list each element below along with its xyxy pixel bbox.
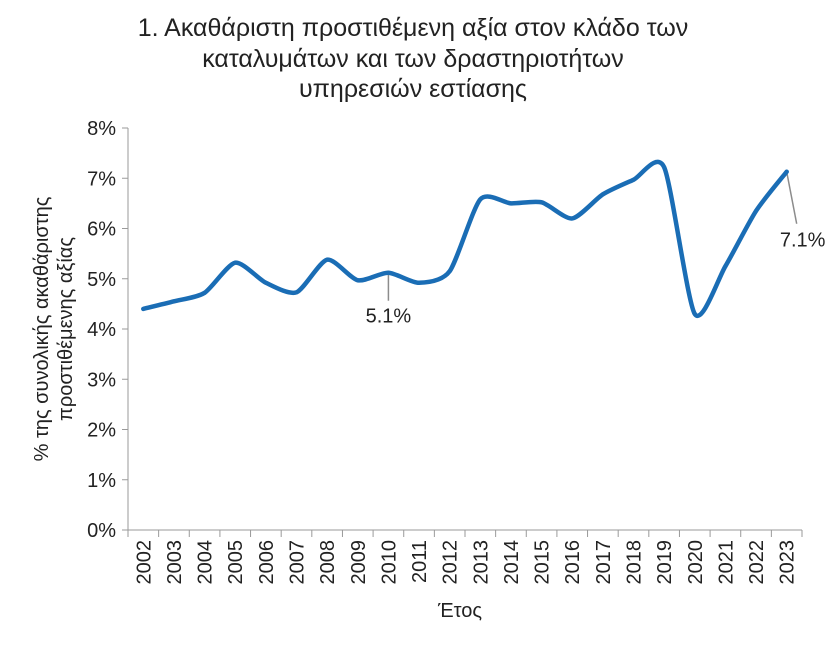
annotation-label: 7.1% (780, 230, 826, 252)
x-tick-label: 2017 (593, 540, 615, 585)
y-tick-label: 4% (87, 319, 116, 341)
x-tick-label: 2008 (317, 540, 339, 585)
x-tick-label: 2004 (195, 540, 217, 585)
x-tick-label: 2018 (624, 540, 646, 585)
y-tick-label: 3% (87, 369, 116, 391)
x-tick-label: 2007 (287, 540, 309, 585)
x-axis-title: Έτος (437, 600, 482, 622)
data-point (784, 169, 789, 174)
annotation-label: 5.1% (366, 306, 412, 328)
y-tick-label: 1% (87, 470, 116, 492)
data-point (723, 264, 728, 269)
data-point (600, 192, 605, 197)
chart-title-line-2: καταλυμάτων και των δραστηριοτήτων (202, 45, 624, 73)
annotation-leader (785, 171, 798, 224)
data-point (141, 306, 146, 311)
x-tick-label: 2015 (532, 540, 554, 585)
x-tick-label: 2006 (256, 540, 278, 585)
data-point (355, 278, 360, 283)
x-tick-label: 2002 (133, 540, 155, 585)
data-point (508, 201, 513, 206)
chart-title: 1. Ακαθάριστη προστιθέμενη αξία στον κλά… (138, 14, 689, 103)
data-point (631, 177, 636, 182)
x-tick-label: 2011 (409, 540, 431, 583)
x-tick-label: 2021 (715, 540, 737, 585)
data-point (417, 280, 422, 285)
x-tick-label: 2010 (378, 540, 400, 585)
x-tick-label: 2005 (225, 540, 247, 585)
x-tick-label: 2013 (470, 540, 492, 585)
data-point (570, 216, 575, 221)
x-tick-label: 2014 (501, 540, 523, 585)
y-tick-label: 2% (87, 420, 116, 442)
x-tick-label: 2012 (440, 540, 462, 585)
chart-title-line-3: υπηρεσιών εστίασης (299, 75, 527, 103)
annotations: 5.1% 7.1% (366, 171, 826, 328)
data-point (202, 290, 207, 295)
y-axis-title: % της συνολικής ακαθάριστης προστιθέμενη… (31, 196, 77, 461)
data-point (386, 270, 391, 275)
axes (122, 127, 803, 537)
x-tick-label: 2019 (654, 540, 676, 585)
chart-title-line-1: 1. Ακαθάριστη προστιθέμενη αξία στον κλά… (138, 14, 689, 42)
data-point (325, 257, 330, 262)
y-tick-label: 7% (87, 168, 116, 190)
y-axis-title-line-2: προστιθέμενης αξίας (55, 237, 77, 421)
y-tick-label: 8% (87, 118, 116, 140)
y-tick-label: 6% (87, 219, 116, 241)
y-axis-title-line-1: % της συνολικής ακαθάριστης (31, 196, 53, 461)
data-point (263, 280, 268, 285)
data-point (662, 165, 667, 170)
data-point (171, 299, 176, 304)
x-tick-label: 2009 (348, 540, 370, 585)
data-point (754, 208, 759, 213)
y-tick-label: 0% (87, 520, 116, 542)
series-group (141, 159, 789, 319)
x-tick-label: 2023 (777, 540, 799, 585)
data-point (692, 311, 697, 316)
x-tick-labels: 2002 2003 2004 2005 2006 2007 2008 2009 2010 2011… (133, 540, 798, 585)
y-tick-labels: 0% 1% 2% 3% 4% 5% 6% 7% 8% (87, 118, 116, 542)
data-point (539, 200, 544, 205)
data-point (233, 260, 238, 265)
data-point (447, 269, 452, 274)
x-tick-label: 2020 (685, 540, 707, 585)
x-tick-label: 2016 (562, 540, 584, 585)
data-point (294, 290, 299, 295)
y-tick-label: 5% (87, 269, 116, 291)
x-tick-label: 2022 (746, 540, 768, 585)
series-line (141, 159, 789, 319)
data-point (478, 197, 483, 202)
x-tick-label: 2003 (164, 540, 186, 585)
